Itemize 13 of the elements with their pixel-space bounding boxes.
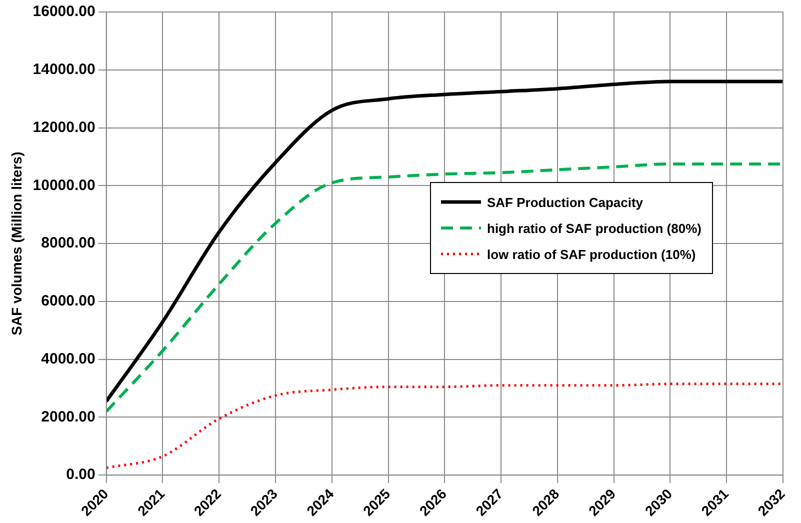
y-tick-label: 0.00 <box>66 466 96 484</box>
y-tick-label: 6000.00 <box>41 292 96 310</box>
y-tick-label: 4000.00 <box>41 350 96 368</box>
y-axis-title: SAF volumes (Million liters) <box>8 152 24 336</box>
y-tick-label: 8000.00 <box>41 234 96 252</box>
legend-label: SAF Production Capacity <box>487 194 644 210</box>
legend-label: low ratio of SAF production (10%) <box>487 246 696 262</box>
y-tick-label: 14000.00 <box>32 61 96 78</box>
y-tick-label: 16000.00 <box>32 3 96 20</box>
y-tick-label: 2000.00 <box>41 408 96 426</box>
legend-label: high ratio of SAF production (80%) <box>487 220 702 236</box>
y-tick-label: 10000.00 <box>32 176 96 194</box>
y-tick-label: 12000.00 <box>32 118 96 136</box>
